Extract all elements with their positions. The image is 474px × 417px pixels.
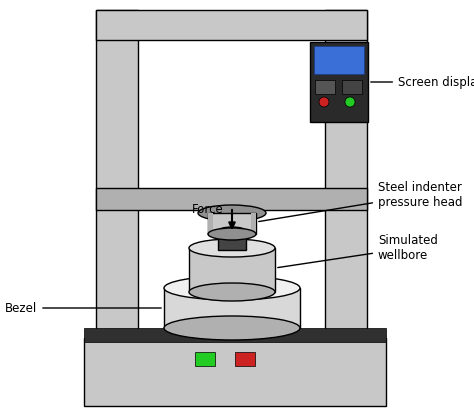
Bar xyxy=(96,10,367,40)
Bar xyxy=(84,328,386,342)
Bar xyxy=(96,10,138,335)
Bar xyxy=(235,352,255,366)
Ellipse shape xyxy=(189,239,275,257)
Ellipse shape xyxy=(218,227,246,235)
Ellipse shape xyxy=(345,97,355,107)
Bar xyxy=(315,80,335,94)
Ellipse shape xyxy=(164,276,300,300)
Bar xyxy=(195,352,215,366)
Text: Bezel: Bezel xyxy=(5,301,161,314)
Ellipse shape xyxy=(198,205,266,221)
Bar xyxy=(164,288,300,328)
Bar xyxy=(310,42,368,122)
Bar xyxy=(314,46,364,74)
Bar xyxy=(189,248,275,292)
Text: Screen display: Screen display xyxy=(371,75,474,88)
Bar xyxy=(325,10,367,335)
Text: Steel indenter
pressure head: Steel indenter pressure head xyxy=(259,181,463,221)
Bar xyxy=(251,213,256,234)
Ellipse shape xyxy=(208,228,256,240)
Bar xyxy=(208,213,213,234)
Bar xyxy=(96,188,367,210)
Bar xyxy=(342,80,362,94)
Bar xyxy=(218,231,246,250)
Ellipse shape xyxy=(164,316,300,340)
Ellipse shape xyxy=(189,283,275,301)
Text: Simulated
wellbore: Simulated wellbore xyxy=(278,234,438,268)
Bar xyxy=(84,338,386,406)
Ellipse shape xyxy=(319,97,329,107)
Bar xyxy=(208,213,256,234)
Text: Force: Force xyxy=(192,203,224,216)
